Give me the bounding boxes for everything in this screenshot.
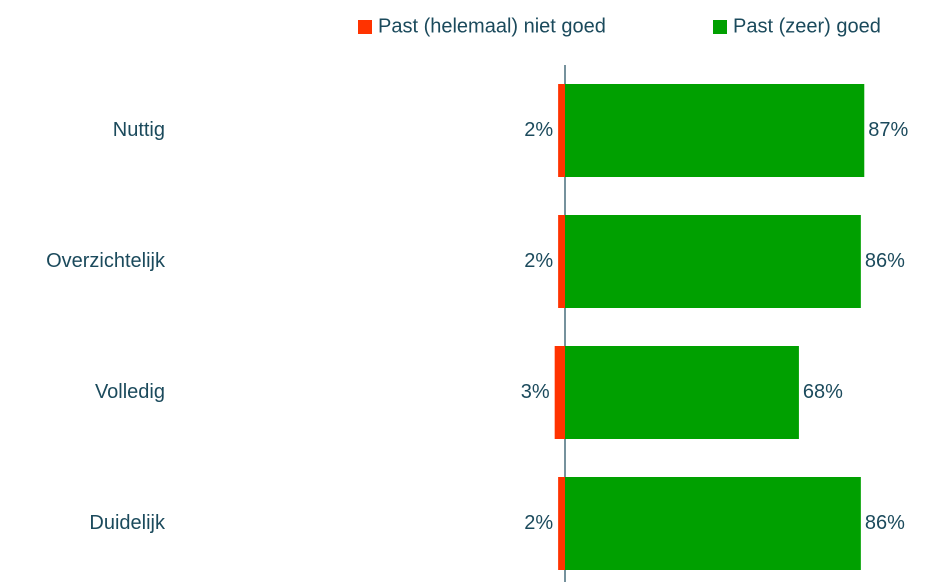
bar: [558, 84, 565, 177]
bar: [565, 215, 861, 308]
bar: [554, 346, 565, 439]
legend-label: Past (zeer) goed: [733, 15, 881, 37]
bar: [565, 477, 861, 570]
bar: [558, 477, 565, 570]
category-label: Duidelijk: [89, 512, 166, 534]
legend-swatch: [713, 20, 727, 34]
value-label: 87%: [868, 119, 908, 141]
value-label: 2%: [524, 119, 553, 141]
value-label: 3%: [521, 381, 550, 403]
legend-label: Past (helemaal) niet goed: [378, 15, 606, 37]
bar: [565, 346, 799, 439]
category-label: Overzichtelijk: [46, 250, 166, 272]
category-label: Nuttig: [113, 119, 165, 141]
legend-swatch: [358, 20, 372, 34]
bar: [565, 84, 865, 177]
value-label: 86%: [865, 512, 905, 534]
value-label: 2%: [524, 250, 553, 272]
value-label: 2%: [524, 512, 553, 534]
value-label: 68%: [803, 381, 843, 403]
category-label: Volledig: [95, 381, 165, 403]
value-label: 86%: [865, 250, 905, 272]
bar: [558, 215, 565, 308]
